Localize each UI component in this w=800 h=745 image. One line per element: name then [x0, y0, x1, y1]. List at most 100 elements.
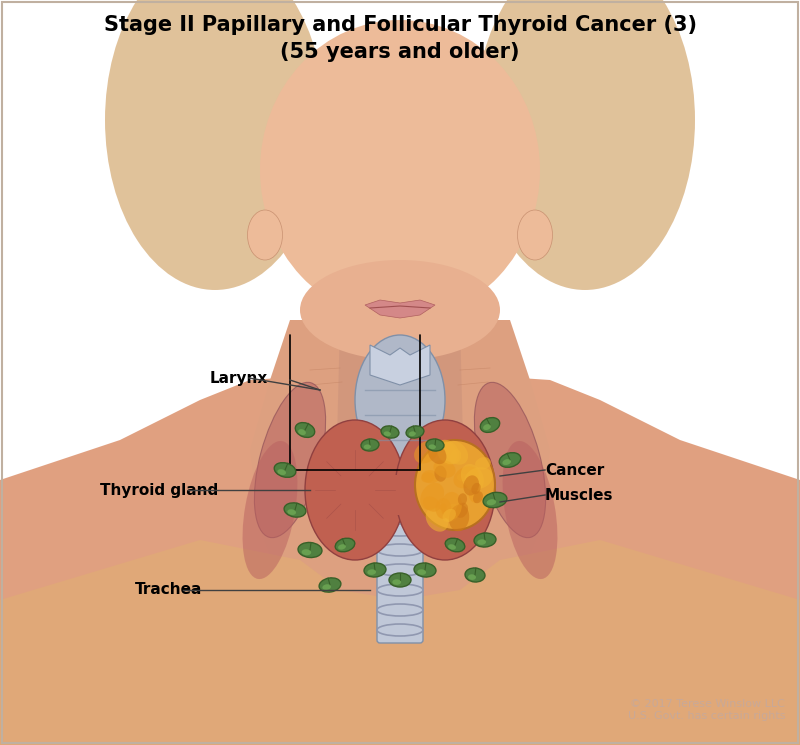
- Ellipse shape: [287, 510, 296, 515]
- Ellipse shape: [414, 441, 438, 463]
- Ellipse shape: [414, 563, 436, 577]
- Ellipse shape: [319, 578, 341, 592]
- FancyBboxPatch shape: [370, 475, 430, 515]
- Ellipse shape: [483, 492, 507, 507]
- Ellipse shape: [367, 569, 376, 575]
- Ellipse shape: [428, 444, 446, 464]
- Ellipse shape: [473, 492, 483, 504]
- Ellipse shape: [474, 382, 546, 538]
- Ellipse shape: [300, 260, 500, 360]
- Ellipse shape: [434, 466, 446, 482]
- Ellipse shape: [457, 473, 467, 481]
- Ellipse shape: [361, 439, 379, 451]
- Ellipse shape: [247, 210, 282, 260]
- Ellipse shape: [518, 210, 553, 260]
- Ellipse shape: [295, 422, 314, 437]
- Ellipse shape: [465, 467, 493, 489]
- Ellipse shape: [280, 40, 520, 310]
- Ellipse shape: [389, 573, 411, 587]
- Text: (55 years and older): (55 years and older): [280, 42, 520, 62]
- Ellipse shape: [434, 460, 455, 478]
- Ellipse shape: [302, 549, 311, 555]
- Ellipse shape: [355, 335, 445, 465]
- Ellipse shape: [480, 418, 500, 432]
- Ellipse shape: [395, 420, 495, 560]
- Ellipse shape: [421, 472, 434, 483]
- Polygon shape: [0, 370, 800, 745]
- Ellipse shape: [454, 466, 478, 488]
- Text: © 2017 Terese Winslow LLC
U.S. Govt. has certain rights: © 2017 Terese Winslow LLC U.S. Govt. has…: [627, 700, 785, 721]
- Ellipse shape: [465, 568, 485, 582]
- FancyBboxPatch shape: [377, 462, 423, 643]
- Ellipse shape: [298, 429, 306, 435]
- Ellipse shape: [502, 441, 558, 579]
- Ellipse shape: [475, 457, 491, 469]
- Ellipse shape: [478, 539, 486, 545]
- Ellipse shape: [274, 463, 296, 478]
- Ellipse shape: [444, 504, 460, 522]
- Ellipse shape: [260, 20, 540, 320]
- Ellipse shape: [418, 569, 426, 575]
- Ellipse shape: [335, 538, 355, 552]
- Ellipse shape: [461, 464, 484, 491]
- Text: Larynx: Larynx: [210, 370, 268, 385]
- Ellipse shape: [438, 441, 457, 466]
- Text: Cancer: Cancer: [545, 463, 604, 478]
- Ellipse shape: [441, 492, 462, 520]
- Ellipse shape: [445, 538, 465, 552]
- Ellipse shape: [338, 545, 346, 550]
- Ellipse shape: [463, 475, 479, 495]
- Ellipse shape: [242, 441, 298, 579]
- Text: Trachea: Trachea: [135, 583, 202, 597]
- Ellipse shape: [322, 584, 331, 590]
- Ellipse shape: [475, 0, 695, 290]
- Ellipse shape: [426, 507, 448, 532]
- Ellipse shape: [436, 440, 459, 464]
- Ellipse shape: [415, 440, 495, 530]
- Polygon shape: [365, 300, 435, 318]
- Ellipse shape: [364, 563, 386, 577]
- Ellipse shape: [450, 449, 462, 464]
- Ellipse shape: [442, 509, 456, 522]
- Polygon shape: [0, 540, 800, 745]
- Ellipse shape: [455, 503, 468, 518]
- Ellipse shape: [381, 426, 399, 438]
- Ellipse shape: [284, 503, 306, 517]
- Ellipse shape: [429, 444, 436, 449]
- Ellipse shape: [474, 533, 496, 547]
- Ellipse shape: [439, 504, 446, 513]
- Ellipse shape: [444, 441, 468, 465]
- Ellipse shape: [458, 493, 467, 505]
- Ellipse shape: [499, 453, 521, 467]
- Ellipse shape: [384, 431, 391, 437]
- Polygon shape: [335, 320, 370, 520]
- Ellipse shape: [278, 469, 286, 475]
- Ellipse shape: [435, 498, 451, 519]
- Ellipse shape: [254, 382, 326, 538]
- Ellipse shape: [422, 470, 439, 484]
- Ellipse shape: [486, 499, 496, 505]
- Ellipse shape: [409, 431, 416, 437]
- Text: Muscles: Muscles: [545, 487, 614, 502]
- Ellipse shape: [364, 444, 371, 449]
- Ellipse shape: [426, 439, 444, 451]
- Polygon shape: [430, 320, 465, 520]
- Ellipse shape: [392, 580, 401, 585]
- Text: Thyroid gland: Thyroid gland: [100, 483, 218, 498]
- Ellipse shape: [502, 459, 511, 465]
- Ellipse shape: [471, 483, 481, 494]
- Ellipse shape: [449, 504, 470, 531]
- Ellipse shape: [468, 574, 476, 580]
- Ellipse shape: [448, 545, 456, 550]
- Ellipse shape: [420, 483, 444, 510]
- Text: Stage II Papillary and Follicular Thyroid Cancer (3): Stage II Papillary and Follicular Thyroi…: [103, 15, 697, 35]
- Ellipse shape: [105, 0, 325, 290]
- Polygon shape: [370, 345, 430, 385]
- Ellipse shape: [298, 542, 322, 557]
- Ellipse shape: [483, 424, 491, 430]
- Ellipse shape: [406, 426, 424, 438]
- Ellipse shape: [469, 487, 481, 503]
- Ellipse shape: [423, 496, 440, 512]
- Polygon shape: [250, 320, 550, 680]
- Ellipse shape: [305, 420, 405, 560]
